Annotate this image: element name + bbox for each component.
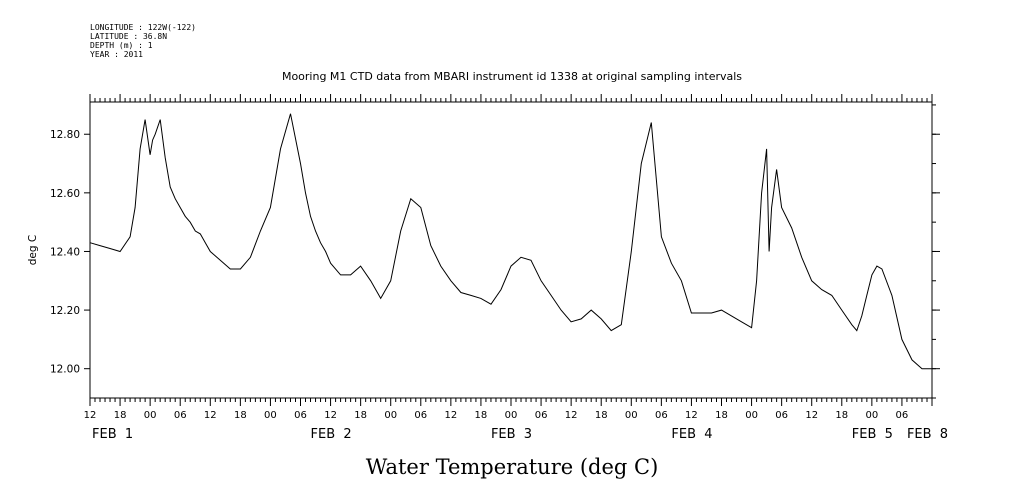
x-hour-tick-label: 06	[896, 410, 909, 421]
x-hour-tick-label: 18	[595, 410, 608, 421]
x-hour-tick-label: 06	[775, 410, 788, 421]
axes: 12.00 12.20 12.40 12.60 12.80 12 18 00 06 12 18 00 0…	[50, 94, 948, 442]
x-hour-tick-label: 12	[805, 410, 818, 421]
x-hour-tick-label: 18	[835, 410, 848, 421]
x-hour-tick-label: 12	[204, 410, 217, 421]
metadata-block: LONGITUDE : 122W(-122)LATITUDE : 36.8NDE…	[90, 23, 196, 59]
x-hour-tick-label: 06	[174, 410, 187, 421]
x-axis-title: Water Temperature (deg C)	[366, 455, 659, 479]
x-hour-tick-label: 00	[745, 410, 758, 421]
x-hour-tick-label: 06	[294, 410, 307, 421]
x-hour-tick-label: 06	[655, 410, 668, 421]
y-tick-label: 12.20	[50, 305, 80, 317]
x-hour-tick-label: 18	[114, 410, 127, 421]
x-date-label: FEB 4	[671, 427, 712, 442]
water-temperature-series-line	[89, 113, 932, 370]
metadata-line: LONGITUDE : 122W(-122)	[90, 23, 196, 32]
x-date-label: FEB 8	[907, 427, 948, 442]
x-hour-tick-label: 12	[685, 410, 698, 421]
x-hour-tick-label: 06	[535, 410, 548, 421]
x-date-label: FEB 2	[311, 427, 352, 442]
x-hour-tick-label: 18	[354, 410, 367, 421]
x-hour-tick-label: 18	[234, 410, 247, 421]
y-tick-label: 12.00	[50, 364, 80, 376]
x-hour-tick-label: 12	[444, 410, 457, 421]
metadata-line: DEPTH (m) : 1	[90, 41, 153, 50]
x-date-label: FEB 5	[852, 427, 893, 442]
y-tick-label: 12.80	[50, 129, 80, 141]
x-hour-tick-label: 06	[414, 410, 427, 421]
metadata-line: LATITUDE : 36.8N	[90, 32, 167, 41]
x-hour-tick-label: 18	[715, 410, 728, 421]
x-hour-tick-label: 00	[144, 410, 157, 421]
x-date-label: FEB 1	[92, 427, 133, 442]
x-hour-tick-label: 00	[264, 410, 277, 421]
x-hour-tick-label: 00	[384, 410, 397, 421]
x-date-label: FEB 3	[491, 427, 532, 442]
plot-frame	[89, 101, 933, 399]
x-hour-tick-label: 00	[505, 410, 518, 421]
x-hour-tick-label: 12	[565, 410, 578, 421]
y-axis-label: deg C	[27, 235, 39, 265]
chart-title: Mooring M1 CTD data from MBARI instrumen…	[282, 70, 742, 83]
metadata-line: YEAR : 2011	[90, 50, 143, 59]
x-hour-tick-label: 00	[865, 410, 878, 421]
y-tick-label: 12.60	[50, 188, 80, 200]
x-hour-tick-label: 00	[625, 410, 638, 421]
x-hour-tick-label: 12	[84, 410, 97, 421]
x-hour-tick-label: 12	[324, 410, 337, 421]
y-tick-label: 12.40	[50, 246, 80, 258]
x-hour-tick-label: 18	[475, 410, 488, 421]
